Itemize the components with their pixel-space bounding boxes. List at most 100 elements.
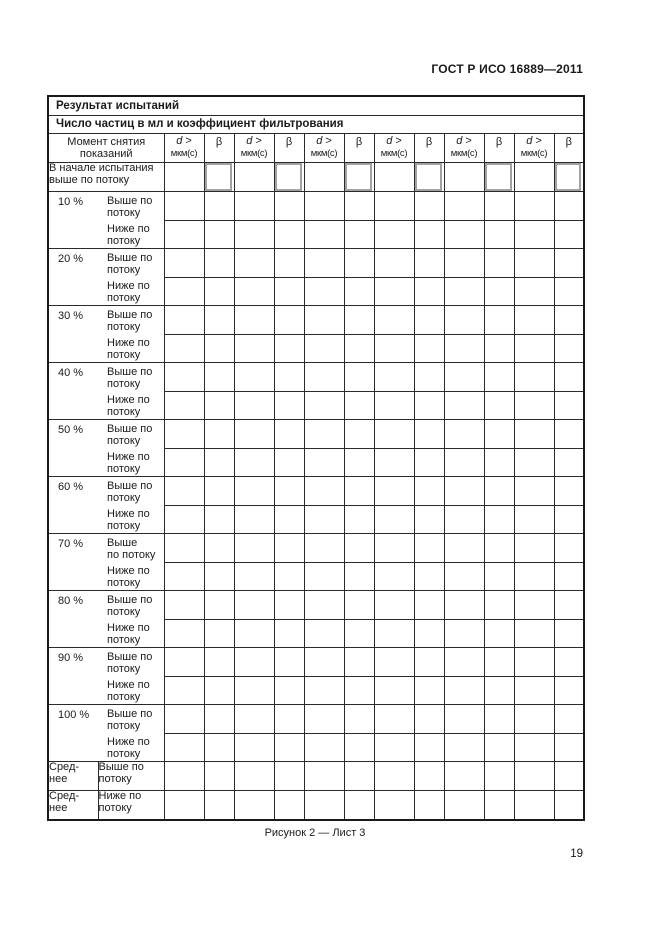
col-header-beta: β (203, 133, 235, 163)
data-cell-empty (273, 248, 305, 278)
data-cell-empty (443, 276, 485, 306)
data-cell-empty (203, 561, 235, 591)
data-cell-empty (273, 561, 305, 591)
average-direction-label: Ниже по потоку (97, 790, 165, 820)
group-label-cell: 100 % Выше по потоку Ниже по потоку (47, 704, 165, 762)
data-cell-empty (513, 248, 555, 278)
data-cell-empty (373, 248, 415, 278)
d-greater-label: d > (305, 135, 343, 148)
greater-sign: > (532, 135, 542, 147)
data-cell-empty (303, 675, 345, 705)
d-symbol: d (526, 135, 533, 147)
data-cell-empty (513, 162, 555, 192)
data-cell-empty (553, 504, 585, 534)
data-cell-empty (443, 761, 485, 791)
group-label-layout: 30 % Выше по потоку Ниже по потоку (49, 307, 163, 362)
label-line: Выше по (107, 309, 153, 321)
data-cell-empty (483, 618, 515, 648)
d-symbol: d (456, 135, 463, 147)
label-line: Ниже по (107, 280, 150, 292)
label-line: потоку (107, 234, 141, 247)
label-line: потоку (107, 519, 141, 532)
percent-label: 70 % (49, 535, 107, 590)
data-cell-empty (163, 276, 205, 306)
data-cell-empty (443, 704, 485, 734)
data-cell-empty (343, 704, 375, 734)
label-line: Выше по (107, 480, 153, 492)
group-label-layout: 40 % Выше по потоку Ниже по потоку (49, 364, 163, 419)
beta-symbol: β (285, 136, 293, 148)
data-cell-empty (203, 761, 235, 791)
data-cell-empty (373, 675, 415, 705)
data-cell-empty (163, 647, 205, 677)
data-cell-empty (553, 305, 585, 335)
data-cell-empty (203, 618, 235, 648)
data-cell-empty (413, 162, 445, 192)
data-cell-empty (233, 732, 275, 762)
data-cell-empty (163, 790, 205, 820)
page-number: 19 (570, 848, 583, 860)
data-cell-empty (443, 447, 485, 477)
upstream-label: Выше по потоку (107, 649, 163, 677)
data-cell-empty (513, 561, 555, 591)
label-line: Сред- (49, 761, 80, 773)
data-cell-empty (203, 191, 235, 221)
data-cell-empty (273, 162, 305, 192)
label-line: потоку (107, 291, 141, 304)
data-cell-empty (553, 732, 585, 762)
group-label-layout: 50 % Выше по потоку Ниже по потоку (49, 421, 163, 476)
downstream-label: Ниже по потоку (107, 619, 163, 647)
data-cell-empty (273, 333, 305, 363)
data-cell-empty (273, 504, 305, 534)
data-cell-empty (373, 476, 415, 506)
data-cell-empty (413, 761, 445, 791)
data-cell-empty (443, 618, 485, 648)
data-cell-empty (163, 618, 205, 648)
data-cell-empty (233, 362, 275, 392)
data-cell-empty (303, 561, 345, 591)
table-row: Результат испытаний (47, 95, 585, 116)
data-cell-empty (373, 305, 415, 335)
data-cell-empty (203, 362, 235, 392)
table-subtitle: Число частиц в мл и коэффициент фильтров… (47, 115, 585, 134)
label-line: Выше по (107, 366, 153, 378)
data-cell-empty (553, 419, 585, 449)
data-cell-empty (273, 191, 305, 221)
data-cell-empty (203, 333, 235, 363)
data-cell-empty (203, 276, 235, 306)
d-greater-label: d > (235, 135, 273, 148)
data-cell-empty (483, 333, 515, 363)
downstream-label: Ниже по потоку (107, 220, 163, 248)
data-cell-empty (553, 333, 585, 363)
label-line: Ниже по (107, 736, 150, 748)
data-cell-empty (553, 276, 585, 306)
data-cell-empty (343, 561, 375, 591)
data-cell-empty (163, 162, 205, 192)
downstream-label: Ниже по потоку (107, 334, 163, 362)
data-cell-empty (303, 390, 345, 420)
group-label-cell: 10 % Выше по потоку Ниже по потоку (47, 191, 165, 249)
data-cell-empty (553, 618, 585, 648)
group-label-cell: 90 % Выше по потоку Ниже по потоку (47, 647, 165, 705)
data-cell-empty (443, 305, 485, 335)
table-row-upstream: 30 % Выше по потоку Ниже по потоку (47, 305, 585, 363)
label-line: потоку (107, 462, 141, 475)
data-cell-empty (273, 647, 305, 677)
data-cell-empty (273, 704, 305, 734)
data-cell-empty (373, 732, 415, 762)
data-cell-empty (373, 647, 415, 677)
data-cell-empty (443, 219, 485, 249)
data-cell-empty (373, 419, 415, 449)
d-symbol: d (246, 135, 253, 147)
data-cell-empty (343, 647, 375, 677)
label-line: потоку (98, 772, 132, 785)
label-line: Выше по (107, 651, 153, 663)
beta-symbol: β (215, 136, 223, 148)
data-cell-empty (483, 362, 515, 392)
data-cell-empty (483, 276, 515, 306)
table-row-upstream: 60 % Выше по потоку Ниже по потоку (47, 476, 585, 534)
data-cell-empty (483, 476, 515, 506)
data-cell-empty (443, 476, 485, 506)
d-greater-label: d > (515, 135, 553, 148)
data-cell-empty (413, 333, 445, 363)
